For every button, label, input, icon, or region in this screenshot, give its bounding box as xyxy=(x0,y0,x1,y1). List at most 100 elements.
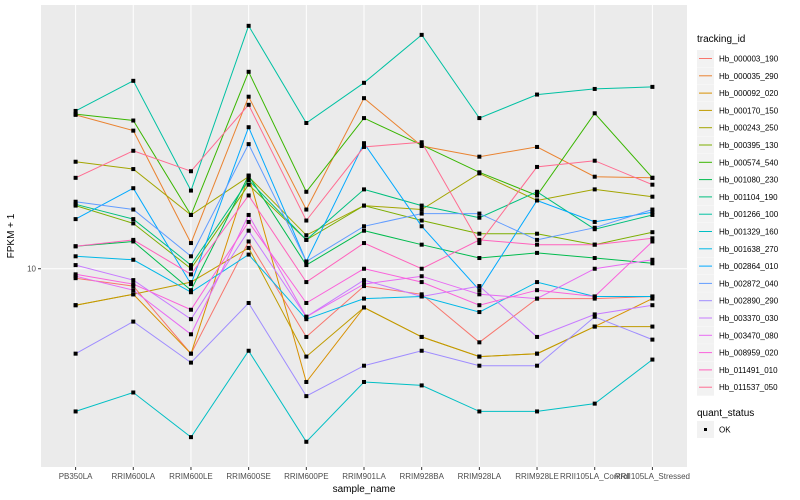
data-point-Hb_001104_190 xyxy=(477,215,482,220)
x-tick-label: RRIM600PE xyxy=(284,472,328,481)
data-point-Hb_003370_030 xyxy=(535,334,540,339)
series-points xyxy=(73,23,655,444)
data-point-Hb_001080_230 xyxy=(304,263,309,268)
data-point-Hb_011537_050 xyxy=(304,218,309,223)
data-point-Hb_002872_040 xyxy=(477,211,482,216)
data-point-Hb_001266_100 xyxy=(419,32,424,37)
data-point-Hb_001104_190 xyxy=(362,187,366,192)
data-point-Hb_000243_250 xyxy=(592,187,597,192)
data-point-Hb_003470_080 xyxy=(188,332,193,337)
y-axis: 10 xyxy=(27,265,41,274)
legend-label: Hb_002872_040 xyxy=(719,279,779,288)
data-point-Hb_002864_010 xyxy=(246,125,251,130)
legend-label: Hb_001080_230 xyxy=(719,176,779,185)
data-point-Hb_003470_080 xyxy=(246,212,251,217)
legend-label: Hb_001266_100 xyxy=(719,210,779,219)
data-point-Hb_011537_050 xyxy=(592,158,597,163)
x-tick-label: RRIM600LA xyxy=(111,472,155,481)
data-point-Hb_011537_050 xyxy=(477,241,482,246)
data-point-Hb_001266_100 xyxy=(73,108,78,113)
data-point-Hb_000035_290 xyxy=(535,144,540,149)
data-point-Hb_008959_020 xyxy=(246,219,251,224)
data-point-Hb_003370_030 xyxy=(73,263,78,268)
data-point-Hb_002890_290 xyxy=(650,337,655,342)
data-point-Hb_000170_150 xyxy=(650,324,655,329)
data-point-Hb_011537_050 xyxy=(188,169,193,174)
data-point-Hb_008959_020 xyxy=(419,280,424,285)
data-point-Hb_001329_160 xyxy=(535,409,540,414)
data-point-Hb_001104_190 xyxy=(535,189,540,194)
data-point-Hb_001266_100 xyxy=(131,78,136,83)
data-point-Hb_002872_040 xyxy=(246,142,251,147)
data-point-Hb_001638_270 xyxy=(246,252,251,257)
data-point-Hb_001266_100 xyxy=(477,116,482,121)
legend: tracking_id Hb_000003_190Hb_000035_290Hb… xyxy=(697,34,779,438)
y-axis-title: FPKM + 1 xyxy=(6,213,17,258)
y-tick-label: 10 xyxy=(27,265,36,274)
data-point-Hb_000170_150 xyxy=(246,245,251,250)
data-point-Hb_001080_230 xyxy=(362,228,366,233)
data-point-Hb_008959_020 xyxy=(535,288,540,293)
data-point-Hb_000035_290 xyxy=(477,154,482,159)
data-point-Hb_000243_250 xyxy=(73,159,78,164)
data-point-Hb_011491_010 xyxy=(419,266,424,271)
data-point-Hb_003370_030 xyxy=(650,303,655,308)
data-point-Hb_002864_010 xyxy=(419,224,424,229)
data-point-Hb_001266_100 xyxy=(592,86,597,91)
data-point-Hb_002890_290 xyxy=(362,363,366,368)
data-point-Hb_000395_130 xyxy=(131,221,136,226)
data-point-Hb_002872_040 xyxy=(535,237,540,242)
data-point-Hb_000395_130 xyxy=(362,203,366,208)
data-point-Hb_001329_160 xyxy=(477,409,482,414)
data-point-Hb_011491_010 xyxy=(362,241,366,246)
data-point-Hb_001329_160 xyxy=(304,439,309,444)
data-point-Hb_000170_150 xyxy=(131,292,136,297)
data-point-Hb_008959_020 xyxy=(650,239,655,244)
data-point-Hb_000395_130 xyxy=(535,231,540,236)
data-point-Hb_003370_030 xyxy=(592,312,597,317)
data-point-Hb_001266_100 xyxy=(362,80,366,85)
data-point-Hb_001104_190 xyxy=(73,202,78,207)
data-point-Hb_000574_540 xyxy=(535,193,540,198)
data-point-Hb_011537_050 xyxy=(535,164,540,169)
data-point-Hb_011491_010 xyxy=(73,244,78,249)
data-point-Hb_000574_540 xyxy=(188,212,193,217)
data-point-Hb_000170_150 xyxy=(477,354,482,359)
data-point-Hb_001329_160 xyxy=(362,379,366,384)
data-point-Hb_000003_190 xyxy=(592,296,597,301)
x-tick-label: RRIM600SE xyxy=(226,472,270,481)
data-point-Hb_001638_270 xyxy=(477,310,482,315)
data-point-Hb_001104_190 xyxy=(131,217,136,222)
data-point-Hb_000003_190 xyxy=(362,284,366,289)
data-point-Hb_001266_100 xyxy=(650,84,655,89)
data-point-Hb_000574_540 xyxy=(419,143,424,148)
legend-item: Hb_011491_010 xyxy=(697,361,778,379)
legend-label: Hb_011491_010 xyxy=(719,366,778,375)
legend-title-tracking-id: tracking_id xyxy=(697,34,745,45)
data-point-Hb_003470_080 xyxy=(304,314,309,319)
legend-shape-item: OK xyxy=(697,421,731,438)
data-point-Hb_000395_130 xyxy=(188,266,193,271)
data-point-Hb_000243_250 xyxy=(650,194,655,199)
data-point-Hb_000574_540 xyxy=(362,116,366,121)
data-point-Hb_008959_020 xyxy=(592,294,597,299)
legend-label: Hb_000395_130 xyxy=(719,141,779,150)
data-point-Hb_002872_040 xyxy=(650,207,655,212)
data-point-Hb_000170_150 xyxy=(362,305,366,310)
data-point-Hb_002864_010 xyxy=(131,186,136,191)
data-point-Hb_003470_080 xyxy=(131,288,136,293)
data-point-Hb_003470_080 xyxy=(650,257,655,262)
x-tick-label: RRIM600LE xyxy=(169,472,213,481)
data-point-Hb_002864_010 xyxy=(188,282,193,287)
data-point-Hb_011537_050 xyxy=(419,140,424,145)
x-tick-label: RRII105LA_Stressed xyxy=(615,472,690,481)
data-point-Hb_002890_290 xyxy=(131,319,136,324)
data-point-Hb_002872_040 xyxy=(188,254,193,259)
x-tick-label: PB350LA xyxy=(59,472,93,481)
data-point-Hb_001080_230 xyxy=(246,173,251,178)
data-point-Hb_011491_010 xyxy=(304,280,309,285)
data-point-Hb_000003_190 xyxy=(477,340,482,345)
legend-item: Hb_008959_020 xyxy=(697,344,779,362)
legend-item: Hb_001638_270 xyxy=(697,240,779,258)
data-point-Hb_001638_270 xyxy=(73,254,78,259)
